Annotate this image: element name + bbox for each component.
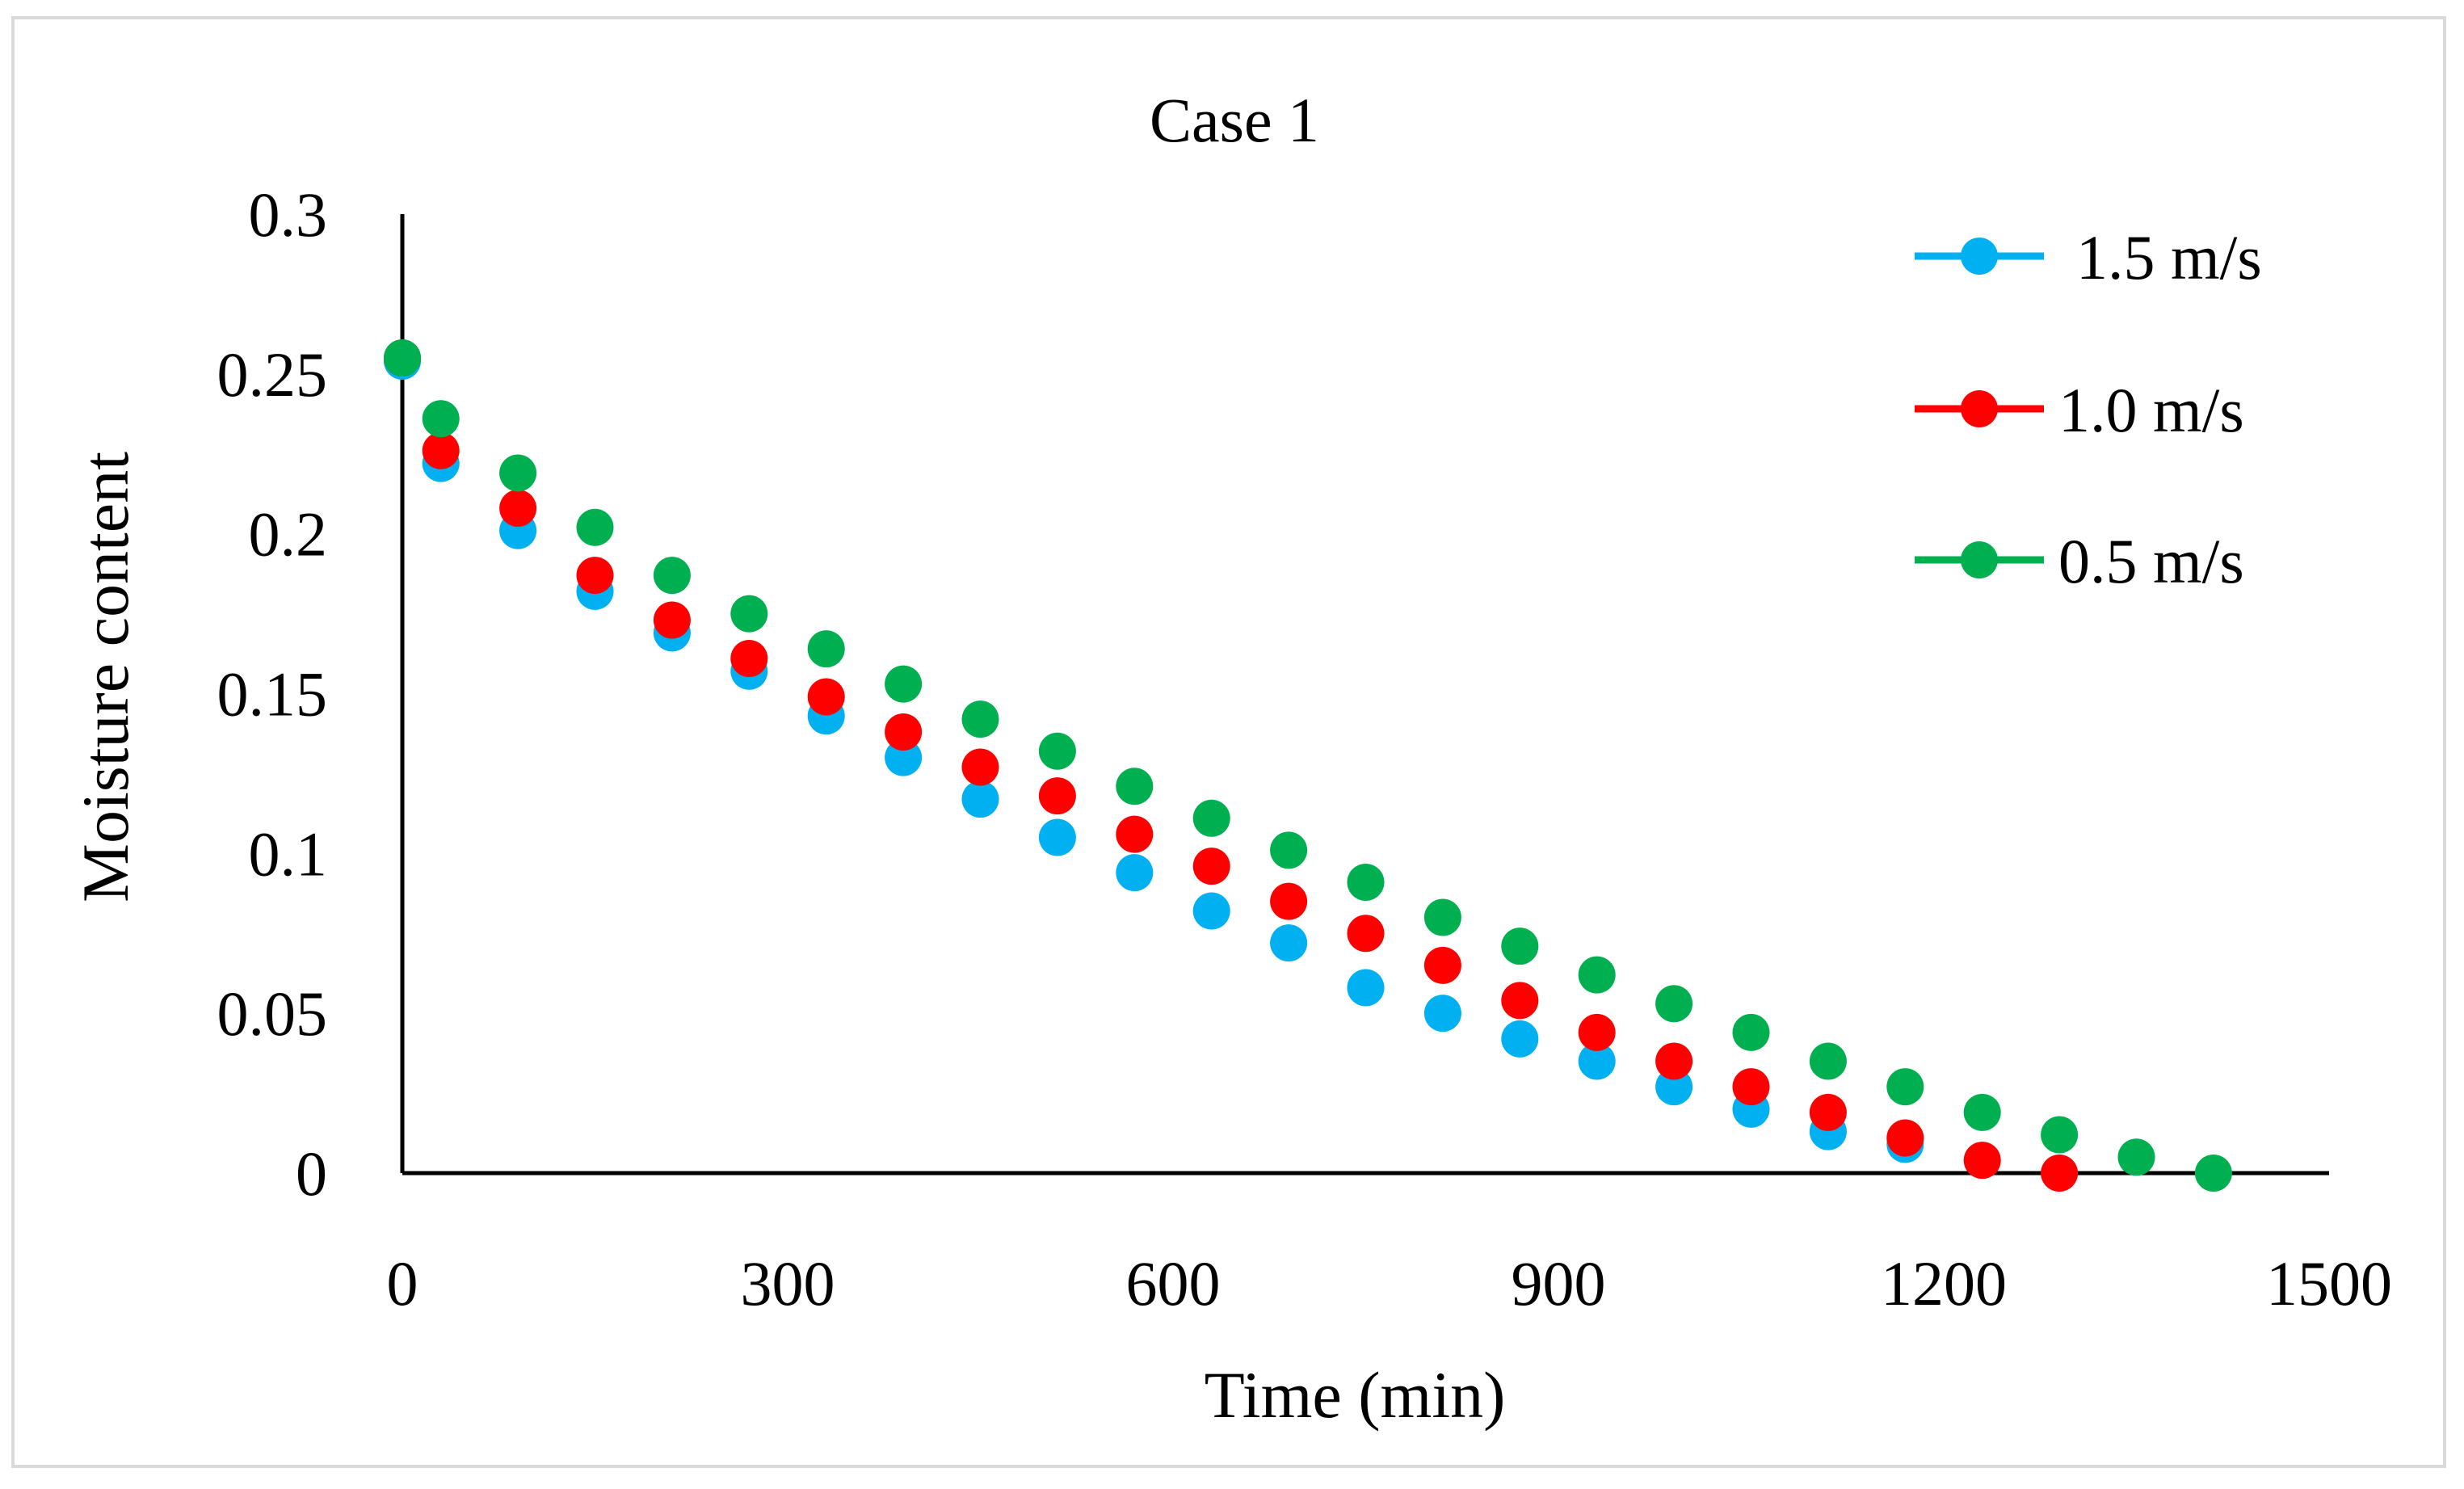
y-tick-labels: 0 0.05 0.1 0.15 0.2 0.25 0.3 bbox=[217, 179, 328, 1209]
data-point bbox=[885, 665, 923, 703]
data-point bbox=[653, 557, 691, 595]
data-point bbox=[961, 700, 999, 738]
legend-item: 0.5 m/s bbox=[1915, 526, 2244, 596]
data-point bbox=[1270, 924, 1308, 962]
data-point bbox=[2041, 1116, 2079, 1154]
x-tick-label: 1200 bbox=[1881, 1248, 2007, 1319]
data-point bbox=[807, 630, 845, 668]
data-point bbox=[1655, 985, 1693, 1023]
y-tick-label: 0.25 bbox=[217, 339, 328, 410]
data-point bbox=[653, 601, 691, 639]
x-axis-label: Time (min) bbox=[1205, 1358, 1506, 1432]
x-tick-label: 1500 bbox=[2266, 1248, 2392, 1319]
chart-title: Case 1 bbox=[1150, 85, 1319, 155]
data-point bbox=[1347, 915, 1385, 953]
data-point bbox=[576, 508, 614, 546]
data-point bbox=[1270, 831, 1308, 869]
data-point bbox=[1270, 882, 1308, 920]
data-point bbox=[384, 339, 421, 377]
data-point bbox=[1347, 863, 1385, 901]
x-tick-label: 900 bbox=[1512, 1248, 1606, 1319]
data-point bbox=[1578, 1013, 1616, 1051]
data-point bbox=[1655, 1068, 1693, 1106]
data-point bbox=[1347, 969, 1385, 1007]
data-point bbox=[1809, 1093, 1847, 1131]
x-tick-labels: 0 300 600 900 1200 1500 bbox=[387, 1248, 2393, 1319]
data-point bbox=[2041, 1155, 2079, 1192]
data-points bbox=[384, 339, 2232, 1192]
data-point bbox=[1501, 927, 1539, 965]
data-point bbox=[1116, 854, 1154, 892]
data-point bbox=[1809, 1042, 1847, 1080]
data-point bbox=[885, 713, 923, 751]
legend-marker bbox=[1961, 541, 1998, 578]
data-point bbox=[730, 639, 768, 677]
legend-item: 1.5 m/s bbox=[1915, 222, 2262, 292]
data-point bbox=[961, 780, 999, 818]
data-point bbox=[499, 454, 537, 492]
legend-marker bbox=[1961, 238, 1998, 275]
data-point bbox=[1192, 892, 1230, 930]
data-point bbox=[1116, 768, 1154, 805]
y-tick-label: 0.15 bbox=[217, 659, 328, 730]
data-point bbox=[1578, 1042, 1616, 1080]
data-point bbox=[2117, 1138, 2155, 1176]
y-axis-label: Moisture content bbox=[69, 452, 142, 902]
data-point bbox=[1655, 1042, 1693, 1080]
series-0-5-m-s bbox=[384, 339, 2232, 1192]
data-point bbox=[422, 400, 460, 438]
legend-marker bbox=[1961, 390, 1998, 427]
data-point bbox=[1423, 946, 1461, 984]
y-tick-label: 0.3 bbox=[249, 179, 328, 250]
data-point bbox=[1886, 1119, 1924, 1157]
legend-label: 0.5 m/s bbox=[2058, 526, 2244, 596]
y-tick-label: 0.05 bbox=[217, 978, 328, 1049]
series-1-5-m-s bbox=[384, 343, 1924, 1163]
data-point bbox=[1038, 777, 1076, 815]
x-tick-label: 600 bbox=[1126, 1248, 1221, 1319]
data-point bbox=[1732, 1013, 1770, 1051]
data-point bbox=[1963, 1093, 2001, 1131]
data-point bbox=[499, 490, 537, 528]
legend-item: 1.0 m/s bbox=[1915, 375, 2244, 445]
legend-label: 1.0 m/s bbox=[2058, 375, 2244, 445]
data-point bbox=[1732, 1068, 1770, 1106]
y-tick-label: 0 bbox=[296, 1138, 327, 1209]
data-point bbox=[1116, 815, 1154, 853]
legend: 1.5 m/s 1.0 m/s 0.5 m/s bbox=[1915, 222, 2262, 596]
data-point bbox=[730, 595, 768, 633]
data-point bbox=[1578, 956, 1616, 994]
data-point bbox=[1038, 732, 1076, 770]
data-point bbox=[1038, 818, 1076, 856]
y-tick-label: 0.2 bbox=[249, 499, 328, 570]
data-point bbox=[1423, 898, 1461, 936]
x-tick-label: 0 bbox=[387, 1248, 418, 1319]
data-point bbox=[1192, 848, 1230, 885]
data-point bbox=[885, 738, 923, 776]
data-point bbox=[1192, 799, 1230, 837]
data-point bbox=[961, 748, 999, 786]
y-tick-label: 0.1 bbox=[249, 818, 328, 889]
data-point bbox=[1963, 1142, 2001, 1180]
data-point bbox=[576, 557, 614, 595]
data-point bbox=[1501, 982, 1539, 1020]
data-point bbox=[807, 678, 845, 716]
legend-label: 1.5 m/s bbox=[2076, 222, 2262, 292]
x-tick-label: 300 bbox=[741, 1248, 835, 1319]
data-point bbox=[1423, 995, 1461, 1033]
data-point bbox=[1501, 1020, 1539, 1058]
data-point bbox=[1886, 1068, 1924, 1106]
data-point bbox=[422, 431, 460, 469]
data-point bbox=[2194, 1155, 2232, 1192]
